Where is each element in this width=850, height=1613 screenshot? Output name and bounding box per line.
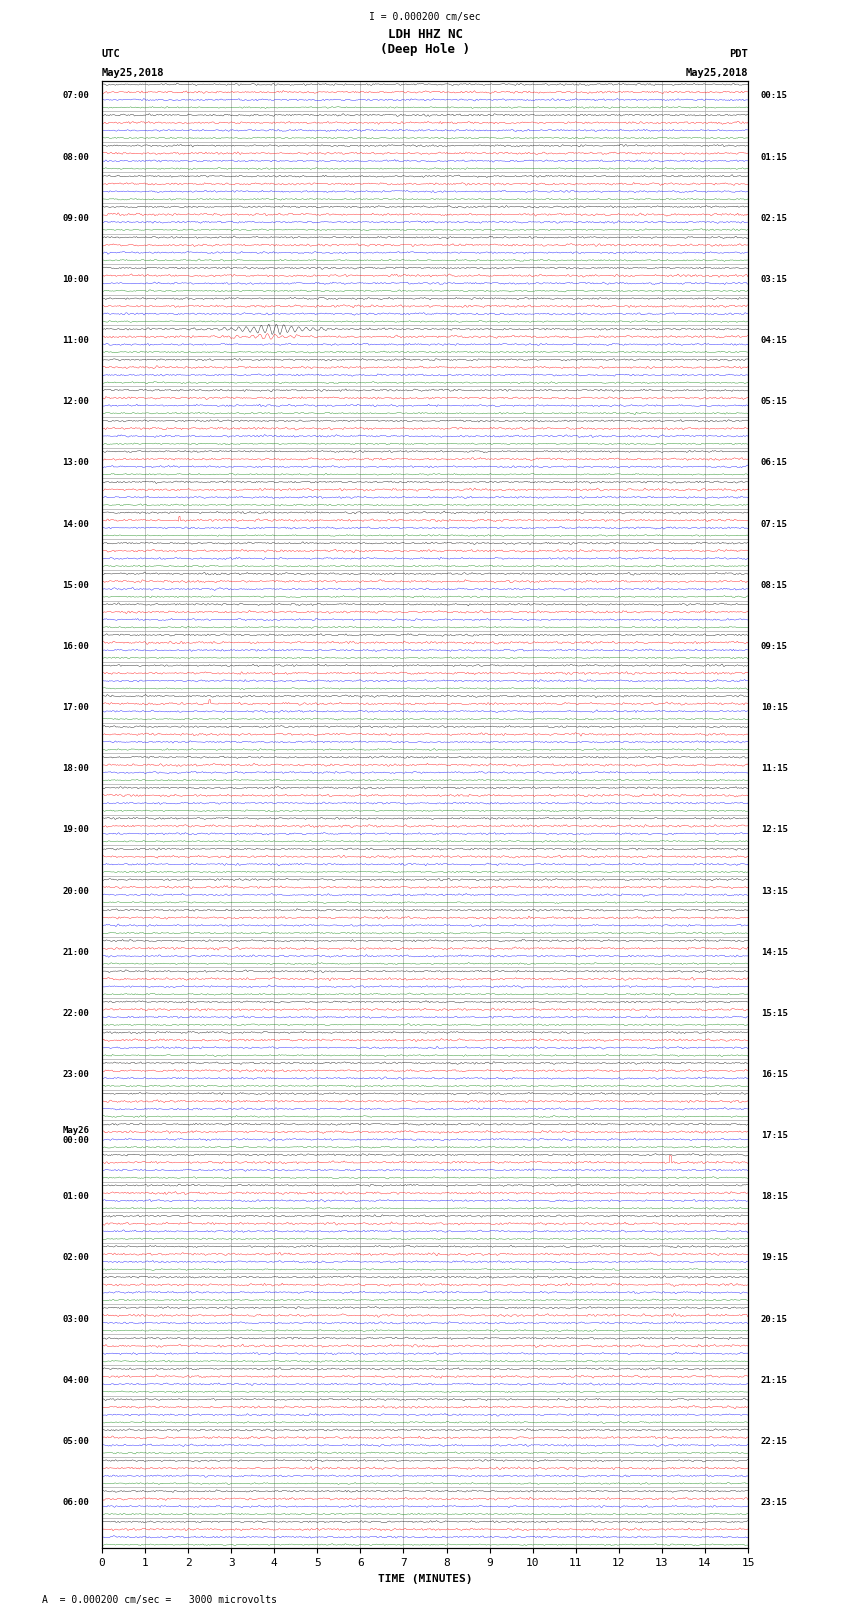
- Text: 08:00: 08:00: [62, 153, 89, 161]
- Text: May25,2018: May25,2018: [102, 68, 165, 77]
- Text: 11:15: 11:15: [761, 765, 788, 773]
- Text: 15:15: 15:15: [761, 1008, 788, 1018]
- Text: 05:15: 05:15: [761, 397, 788, 406]
- Text: 17:00: 17:00: [62, 703, 89, 711]
- Text: 16:00: 16:00: [62, 642, 89, 652]
- Text: 14:15: 14:15: [761, 948, 788, 957]
- Text: PDT: PDT: [729, 48, 748, 58]
- Text: May26
00:00: May26 00:00: [62, 1126, 89, 1145]
- Text: 13:15: 13:15: [761, 887, 788, 895]
- Text: 13:00: 13:00: [62, 458, 89, 468]
- Title: LDH HHZ NC
(Deep Hole ): LDH HHZ NC (Deep Hole ): [380, 27, 470, 56]
- Text: 20:00: 20:00: [62, 887, 89, 895]
- Text: 03:00: 03:00: [62, 1315, 89, 1324]
- Text: 23:00: 23:00: [62, 1069, 89, 1079]
- Text: 11:00: 11:00: [62, 336, 89, 345]
- Text: 21:00: 21:00: [62, 948, 89, 957]
- Text: 06:15: 06:15: [761, 458, 788, 468]
- Text: 14:00: 14:00: [62, 519, 89, 529]
- Text: 01:00: 01:00: [62, 1192, 89, 1202]
- Text: 02:15: 02:15: [761, 215, 788, 223]
- Text: 10:15: 10:15: [761, 703, 788, 711]
- Text: 07:15: 07:15: [761, 519, 788, 529]
- X-axis label: TIME (MINUTES): TIME (MINUTES): [377, 1574, 473, 1584]
- Text: 19:15: 19:15: [761, 1253, 788, 1263]
- Text: 20:15: 20:15: [761, 1315, 788, 1324]
- Text: 23:15: 23:15: [761, 1498, 788, 1507]
- Text: UTC: UTC: [102, 48, 121, 58]
- Text: I = 0.000200 cm/sec: I = 0.000200 cm/sec: [369, 11, 481, 23]
- Text: 03:15: 03:15: [761, 274, 788, 284]
- Text: 19:00: 19:00: [62, 826, 89, 834]
- Text: 01:15: 01:15: [761, 153, 788, 161]
- Text: May25,2018: May25,2018: [685, 68, 748, 77]
- Text: 09:15: 09:15: [761, 642, 788, 652]
- Text: 17:15: 17:15: [761, 1131, 788, 1140]
- Text: 22:15: 22:15: [761, 1437, 788, 1445]
- Text: 22:00: 22:00: [62, 1008, 89, 1018]
- Text: 04:15: 04:15: [761, 336, 788, 345]
- Text: 16:15: 16:15: [761, 1069, 788, 1079]
- Text: 15:00: 15:00: [62, 581, 89, 590]
- Text: 21:15: 21:15: [761, 1376, 788, 1386]
- Text: 04:00: 04:00: [62, 1376, 89, 1386]
- Text: 02:00: 02:00: [62, 1253, 89, 1263]
- Text: 09:00: 09:00: [62, 215, 89, 223]
- Text: 18:00: 18:00: [62, 765, 89, 773]
- Text: 07:00: 07:00: [62, 92, 89, 100]
- Text: 06:00: 06:00: [62, 1498, 89, 1507]
- Text: 12:15: 12:15: [761, 826, 788, 834]
- Text: 12:00: 12:00: [62, 397, 89, 406]
- Text: 00:15: 00:15: [761, 92, 788, 100]
- Text: 10:00: 10:00: [62, 274, 89, 284]
- Text: 05:00: 05:00: [62, 1437, 89, 1445]
- Text: A  = 0.000200 cm/sec =   3000 microvolts: A = 0.000200 cm/sec = 3000 microvolts: [42, 1595, 277, 1605]
- Text: 08:15: 08:15: [761, 581, 788, 590]
- Text: 18:15: 18:15: [761, 1192, 788, 1202]
